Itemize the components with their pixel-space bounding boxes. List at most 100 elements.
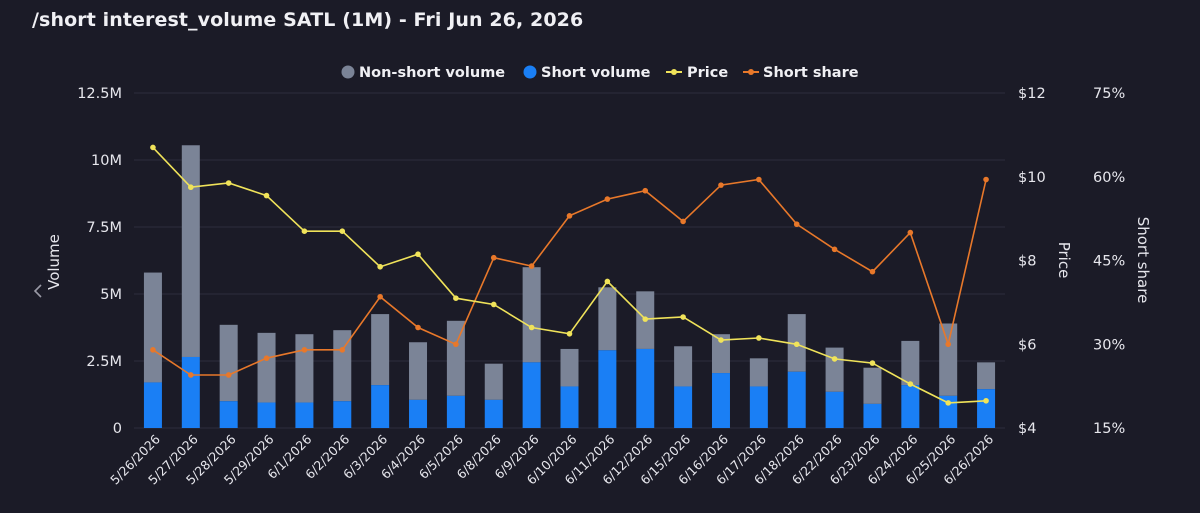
short-volume-bar	[522, 362, 541, 428]
legend-share-marker	[748, 69, 754, 75]
short-volume-bar	[257, 402, 276, 428]
non-short-volume-bar	[560, 348, 579, 387]
share-tick-label: 60%	[1093, 170, 1125, 186]
price-point	[188, 184, 194, 191]
share-axis-title: Short share	[1134, 217, 1152, 304]
volume-tick-label: 12.5M	[77, 86, 122, 102]
price-tick-label: $4	[1018, 421, 1036, 437]
price-point	[490, 301, 497, 308]
volume-tick-label: 0	[113, 421, 122, 437]
share-tick-label: 15%	[1093, 421, 1125, 437]
short-volume-bar	[939, 395, 958, 428]
legend-non-short-label: Non-short volume	[359, 65, 505, 81]
legend-price-label: Price	[687, 65, 728, 81]
non-short-volume-bar	[901, 340, 920, 386]
non-short-volume-bar	[257, 332, 276, 403]
price-tick-label: $10	[1018, 170, 1046, 186]
price-point	[225, 180, 232, 186]
short-volume-bar	[409, 399, 428, 428]
price-tick-label: $12	[1018, 86, 1046, 102]
price-axis-ticks: $4 $6 $8 $10 $12	[1018, 86, 1046, 437]
x-axis-ticks: 5/26/20265/27/20265/28/20265/29/20266/1/…	[107, 431, 996, 487]
price-point	[604, 278, 611, 285]
short-share-point	[983, 176, 989, 183]
price-point	[339, 228, 346, 234]
short-volume-bar	[333, 401, 352, 428]
volume-tick-label: 5M	[100, 287, 122, 303]
short-share-point	[301, 347, 308, 353]
share-axis-ticks: 15% 30% 45% 60% 75%	[1093, 86, 1125, 437]
price-point	[528, 324, 535, 331]
price-axis-title: Price	[1055, 242, 1073, 279]
price-point	[945, 400, 951, 406]
non-short-volume-bar	[484, 363, 503, 400]
volume-tick-label: 7.5M	[86, 220, 122, 236]
price-point	[793, 341, 800, 348]
short-share-point	[225, 372, 232, 378]
non-short-volume-bar	[333, 330, 352, 402]
price-point	[301, 228, 308, 234]
bars	[143, 145, 996, 428]
non-short-volume-bar	[825, 347, 844, 392]
non-short-volume-bar	[409, 342, 428, 400]
short-volume-bar	[636, 348, 655, 428]
share-tick-label: 30%	[1093, 337, 1125, 353]
short-volume-bar	[219, 401, 238, 428]
price-point	[907, 381, 914, 387]
short-share-point	[756, 176, 762, 183]
short-share-point	[604, 196, 611, 202]
short-share-point	[377, 293, 383, 300]
short-share-point	[642, 187, 649, 194]
chevron-left-icon[interactable]	[33, 284, 42, 298]
non-short-volume-bar	[939, 323, 958, 396]
volume-tick-label: 2.5M	[86, 354, 122, 370]
short-volume-bar	[598, 350, 617, 428]
short-share-point	[907, 229, 914, 236]
chart-title: /short interest_volume SATL (1M) - Fri J…	[32, 9, 584, 31]
non-short-volume-bar	[711, 334, 730, 374]
legend-short-marker	[523, 65, 537, 79]
short-volume-bar	[901, 385, 920, 428]
short-share-point	[831, 246, 838, 253]
share-tick-label: 45%	[1093, 254, 1125, 270]
price-point	[983, 397, 989, 404]
short-volume-bar	[674, 386, 693, 428]
non-short-volume-bar	[977, 362, 996, 390]
short-share-point	[415, 324, 421, 331]
short-volume-bar	[711, 373, 730, 428]
axis-titles: Volume Price Short share	[45, 217, 1152, 304]
short-share-point	[528, 263, 535, 269]
price-point	[377, 263, 383, 270]
non-short-volume-bar	[295, 334, 314, 403]
price-point	[831, 356, 838, 362]
price-tick-label: $8	[1018, 254, 1036, 270]
short-volume-bar	[446, 395, 465, 428]
price-point	[415, 251, 421, 258]
short-share-point	[263, 355, 270, 362]
price-tick-label: $6	[1018, 337, 1036, 353]
legend-non-short-marker	[341, 65, 355, 79]
price-point	[718, 337, 724, 343]
price-point	[566, 330, 573, 337]
short-volume-bar	[560, 386, 579, 428]
non-short-volume-bar	[749, 358, 768, 387]
short-volume-bar	[787, 371, 806, 428]
volume-tick-label: 10M	[91, 153, 122, 169]
non-short-volume-bar	[181, 145, 200, 357]
price-point	[263, 192, 270, 199]
short-volume-bar	[825, 391, 844, 428]
short-share-point	[490, 254, 497, 261]
short-volume-bar	[484, 399, 503, 428]
short-share-point	[869, 268, 876, 275]
legend-price-marker	[671, 69, 677, 75]
short-share-point	[566, 213, 573, 219]
non-short-volume-bar	[863, 367, 882, 404]
price-point	[150, 144, 156, 151]
short-share-point	[680, 218, 686, 225]
short-volume-bar	[295, 402, 314, 428]
legend-share-label: Short share	[763, 65, 859, 81]
legend: Non-short volume Short volume Price Short s…	[341, 65, 859, 81]
price-point	[680, 314, 686, 320]
short-volume-bar	[863, 403, 882, 428]
